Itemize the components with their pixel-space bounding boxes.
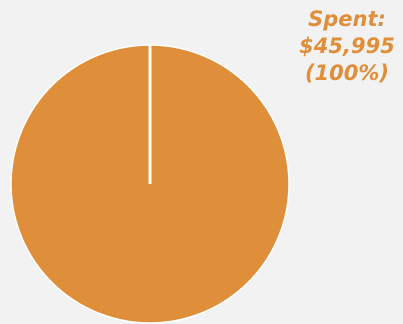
slice-label-percent: (100%) [304, 61, 390, 85]
slice-label-value: $45,995 [299, 34, 395, 58]
pie-slices [10, 44, 290, 324]
slice-label-name: Spent: [308, 7, 386, 31]
slice-label-spent: Spent: $45,995 (100%) [292, 6, 402, 87]
